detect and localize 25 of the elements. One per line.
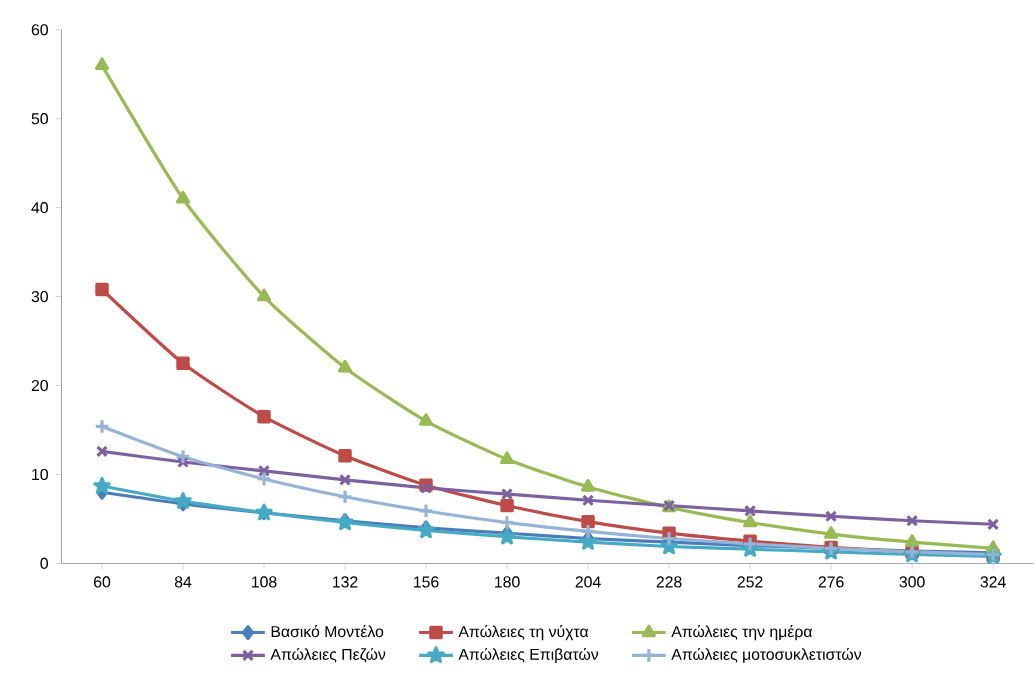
legend-label: Απώλειες την ημέρα xyxy=(671,624,813,641)
x-tick-label: 60 xyxy=(94,576,111,588)
x-tick-label: 204 xyxy=(575,576,601,588)
legend-label: Απώλειες μοτοσυκλετιστών xyxy=(671,647,862,663)
legend-label: Απώλειες Επιβατών xyxy=(458,647,599,663)
x-tick-label: 300 xyxy=(899,576,925,588)
y-tick-label: 10 xyxy=(32,468,48,480)
y-tick-label: 40 xyxy=(31,201,48,214)
y-tick-label: 20 xyxy=(31,379,48,391)
y-tick-label: 50 xyxy=(31,112,48,125)
x-tick-label: 180 xyxy=(495,576,520,588)
y-tick-label: 0 xyxy=(40,557,48,569)
y-tick-label: 60 xyxy=(31,23,48,36)
x-tick-label: 108 xyxy=(252,576,277,588)
x-tick-label: 228 xyxy=(656,576,682,588)
legend-label: Βασικό Μοντέλο xyxy=(271,624,384,637)
x-tick-label: 276 xyxy=(818,576,844,588)
x-tick-label: 252 xyxy=(737,576,763,588)
x-tick-label: 156 xyxy=(414,576,439,588)
x-tick-label: 324 xyxy=(980,576,1006,588)
legend-label: Απώλειες τη νύχτα xyxy=(458,624,589,641)
legend-label: Απώλειες Πεζών xyxy=(270,647,386,663)
y-tick-label: 30 xyxy=(31,290,48,302)
x-tick-label: 132 xyxy=(333,576,358,588)
x-tick-label: 84 xyxy=(174,576,192,588)
